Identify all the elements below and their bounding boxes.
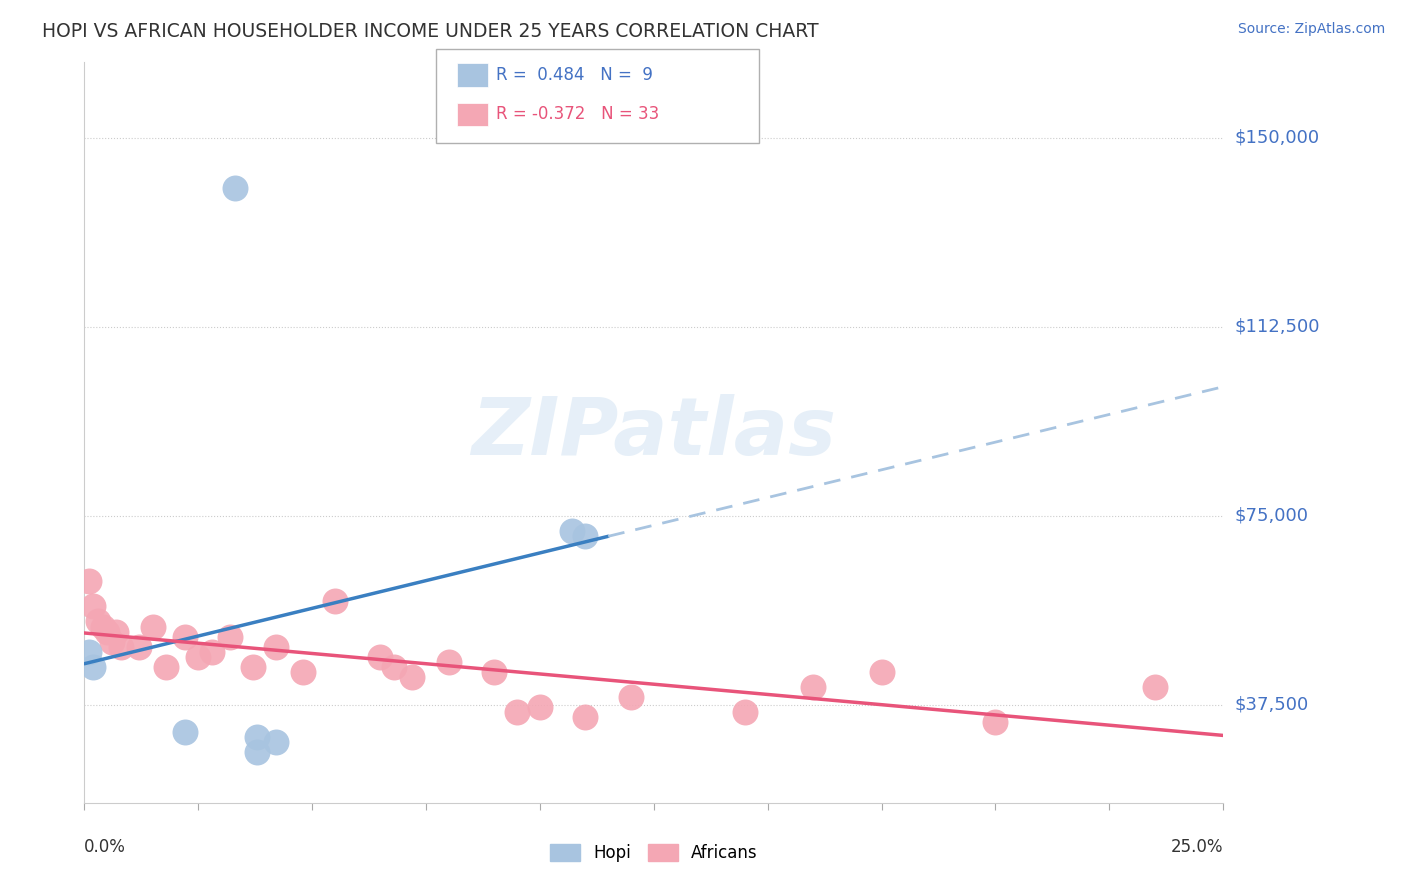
Text: ZIPatlas: ZIPatlas — [471, 393, 837, 472]
Point — [506, 705, 529, 719]
Text: $150,000: $150,000 — [1234, 129, 1319, 147]
Text: 0.0%: 0.0% — [84, 838, 127, 855]
Point — [574, 710, 596, 724]
Point — [323, 594, 346, 608]
Point — [870, 665, 893, 679]
Text: 25.0%: 25.0% — [1171, 838, 1223, 855]
Point — [224, 181, 246, 195]
Text: Source: ZipAtlas.com: Source: ZipAtlas.com — [1237, 22, 1385, 37]
Point — [187, 649, 209, 664]
Point — [246, 731, 269, 745]
Point — [91, 619, 114, 633]
Point — [128, 640, 150, 654]
Text: $75,000: $75,000 — [1234, 507, 1309, 524]
Legend: Hopi, Africans: Hopi, Africans — [543, 837, 765, 869]
Point — [201, 645, 224, 659]
Point — [110, 640, 132, 654]
Text: $37,500: $37,500 — [1234, 696, 1309, 714]
Point — [292, 665, 315, 679]
Text: HOPI VS AFRICAN HOUSEHOLDER INCOME UNDER 25 YEARS CORRELATION CHART: HOPI VS AFRICAN HOUSEHOLDER INCOME UNDER… — [42, 22, 818, 41]
Point — [100, 634, 122, 648]
Text: R =  0.484   N =  9: R = 0.484 N = 9 — [496, 66, 654, 84]
Point — [264, 735, 287, 749]
Point — [82, 599, 104, 614]
Point — [246, 746, 269, 760]
Point — [1143, 680, 1166, 694]
Point — [620, 690, 643, 704]
Point — [77, 645, 100, 659]
Point — [734, 705, 756, 719]
Point — [382, 660, 405, 674]
Point — [370, 649, 392, 664]
Point — [96, 624, 118, 639]
Point — [142, 619, 165, 633]
Point — [82, 660, 104, 674]
Text: R = -0.372   N = 33: R = -0.372 N = 33 — [496, 105, 659, 123]
Point — [984, 715, 1007, 730]
Point — [801, 680, 824, 694]
Point — [242, 660, 264, 674]
Text: $112,500: $112,500 — [1234, 318, 1320, 336]
Point — [574, 529, 596, 543]
Point — [87, 615, 110, 629]
Point — [105, 624, 128, 639]
Point — [155, 660, 177, 674]
Point — [77, 574, 100, 589]
Point — [173, 725, 195, 739]
Point — [437, 655, 460, 669]
Point — [484, 665, 506, 679]
Point — [264, 640, 287, 654]
Point — [173, 630, 195, 644]
Point — [529, 700, 551, 714]
Point — [561, 524, 583, 538]
Point — [401, 670, 423, 684]
Point — [219, 630, 242, 644]
